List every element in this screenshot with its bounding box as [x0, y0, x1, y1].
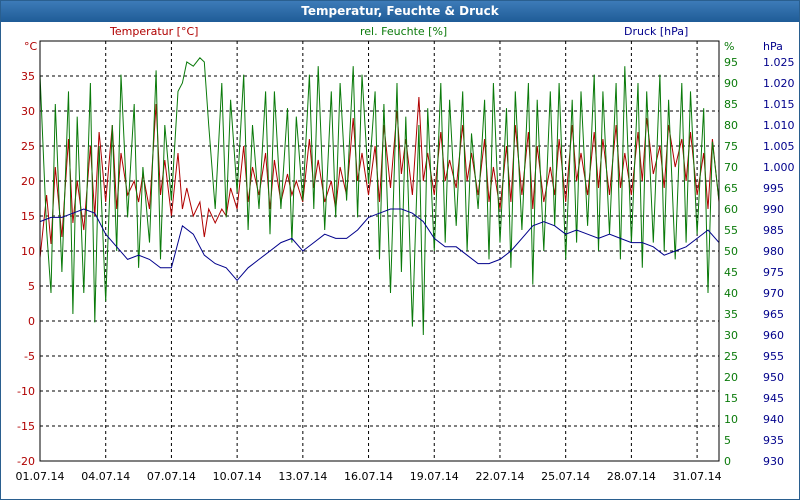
temperature-tick-label: 10	[21, 245, 35, 258]
x-tick-label: 01.07.14	[16, 470, 65, 483]
temperature-tick-label: 25	[21, 140, 35, 153]
temperature-tick-label: 15	[21, 210, 35, 223]
humidity-tick-label: 5	[724, 434, 731, 447]
temperature-tick-label: 0	[28, 315, 35, 328]
x-tick-label: 19.07.14	[410, 470, 459, 483]
pressure-tick-label: 940	[763, 413, 784, 426]
pressure-tick-label: 985	[763, 224, 784, 237]
humidity-tick-label: 40	[724, 287, 738, 300]
humidity-tick-label: 35	[724, 308, 738, 321]
window-title: Temperatur, Feuchte & Druck	[1, 1, 799, 22]
temperature-tick-label: -20	[17, 455, 35, 468]
pressure-tick-label: 945	[763, 392, 784, 405]
legend-temperature: Temperatur [°C]	[109, 25, 198, 38]
humidity-tick-label: 20	[724, 371, 738, 384]
humidity-tick-label: 95	[724, 56, 738, 69]
pressure-tick-label: 1.000	[763, 161, 795, 174]
humidity-tick-label: 80	[724, 119, 738, 132]
humidity-tick-label: 10	[724, 413, 738, 426]
temperature-tick-label: 35	[21, 70, 35, 83]
humidity-tick-label: 75	[724, 140, 738, 153]
pressure-tick-label: 980	[763, 245, 784, 258]
temperature-tick-label: -5	[24, 350, 35, 363]
legend-pressure: Druck [hPa]	[624, 25, 688, 38]
x-tick-label: 25.07.14	[541, 470, 590, 483]
humidity-series-line	[39, 57, 720, 336]
humidity-tick-label: 70	[724, 161, 738, 174]
humidity-tick-label: 45	[724, 266, 738, 279]
x-tick-label: 31.07.14	[673, 470, 722, 483]
temperature-tick-label: 20	[21, 175, 35, 188]
pressure-tick-label: 1.010	[763, 119, 795, 132]
temperature-axis-unit: °C	[24, 40, 38, 53]
pressure-tick-label: 965	[763, 308, 784, 321]
x-tick-label: 07.07.14	[147, 470, 196, 483]
humidity-tick-label: 50	[724, 245, 738, 258]
x-tick-label: 16.07.14	[344, 470, 393, 483]
humidity-axis-unit: %	[724, 40, 734, 53]
temperature-tick-label: 30	[21, 105, 35, 118]
x-tick-label: 10.07.14	[213, 470, 262, 483]
temperature-tick-label: -10	[17, 385, 35, 398]
humidity-tick-label: 60	[724, 203, 738, 216]
pressure-series-line	[39, 208, 720, 282]
pressure-tick-label: 990	[763, 203, 784, 216]
humidity-tick-label: 15	[724, 392, 738, 405]
humidity-tick-label: 90	[724, 77, 738, 90]
pressure-tick-label: 970	[763, 287, 784, 300]
pressure-tick-label: 1.015	[763, 98, 795, 111]
plot-frame	[39, 40, 720, 462]
humidity-tick-label: 65	[724, 182, 738, 195]
pressure-tick-label: 950	[763, 371, 784, 384]
humidity-tick-label: 55	[724, 224, 738, 237]
x-tick-label: 22.07.14	[475, 470, 524, 483]
legend-humidity: rel. Feuchte [%]	[360, 25, 447, 38]
x-tick-label: 28.07.14	[607, 470, 656, 483]
humidity-tick-label: 30	[724, 329, 738, 342]
pressure-tick-label: 1.025	[763, 56, 795, 69]
pressure-axis-unit: hPa	[763, 40, 783, 53]
tick-labels: -20 -15 -10 -5 0 5 10 15 20 25 30 35 01.07.14 04.07.1…	[16, 56, 795, 483]
humidity-tick-label: 85	[724, 98, 738, 111]
pressure-tick-label: 955	[763, 350, 784, 363]
humidity-tick-label: 0	[724, 455, 731, 468]
temperature-tick-label: -15	[17, 420, 35, 433]
pressure-tick-label: 975	[763, 266, 784, 279]
pressure-tick-label: 1.005	[763, 140, 795, 153]
x-tick-label: 04.07.14	[81, 470, 130, 483]
pressure-tick-label: 995	[763, 182, 784, 195]
humidity-tick-label: 25	[724, 350, 738, 363]
series-layer	[39, 57, 720, 336]
pressure-tick-label: 930	[763, 455, 784, 468]
temperature-tick-label: 5	[28, 280, 35, 293]
x-tick-label: 13.07.14	[278, 470, 327, 483]
pressure-tick-label: 960	[763, 329, 784, 342]
pressure-tick-label: 935	[763, 434, 784, 447]
pressure-tick-label: 1.020	[763, 77, 795, 90]
